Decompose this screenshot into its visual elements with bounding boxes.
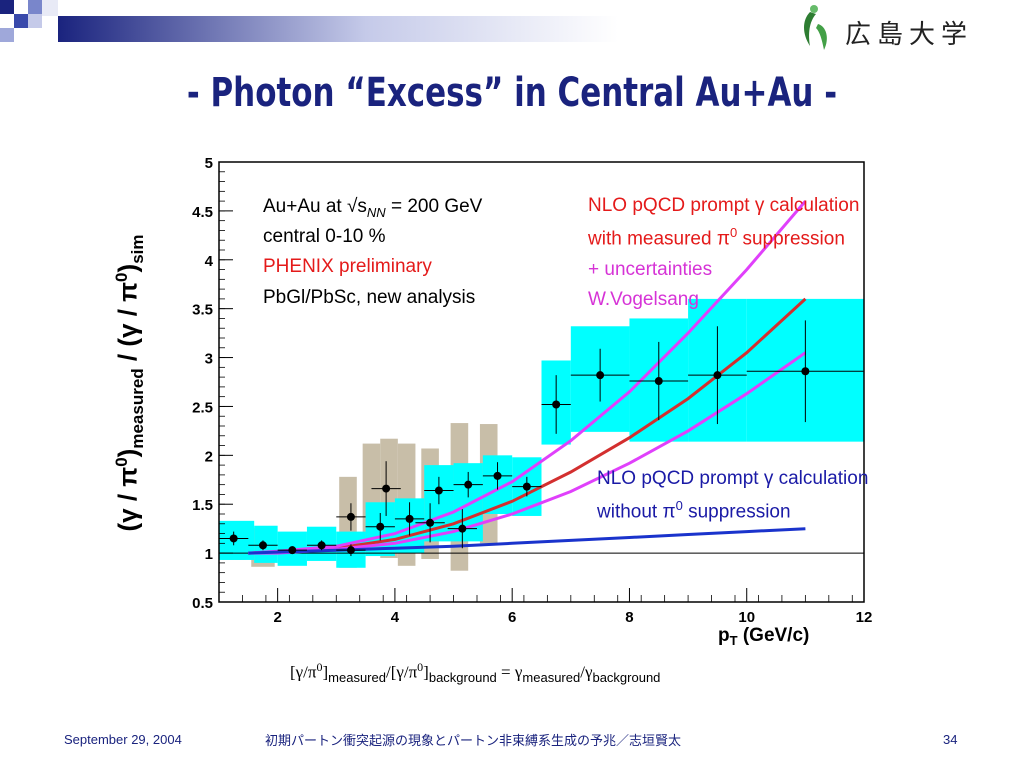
page-number: 34 <box>943 732 958 747</box>
author-label: W.Vogelsang <box>588 289 699 310</box>
data-point <box>346 546 355 555</box>
nlo-suppression-label: NLO pQCD prompt γ calculation <box>588 195 860 216</box>
y-tick-label: 3.5 <box>192 302 213 319</box>
x-tick-label: 8 <box>625 609 633 626</box>
deco-square <box>0 28 14 42</box>
footer-date: September 29, 2004 <box>64 732 182 747</box>
y-axis-label: (γ / π0)measured / (γ / π0)sim <box>112 234 147 532</box>
header-bar <box>58 16 618 42</box>
header-decoration <box>0 0 618 42</box>
deco-square <box>28 14 42 28</box>
data-point <box>258 541 267 550</box>
data-point <box>522 482 531 491</box>
hiroshima-university-logo <box>800 4 1000 54</box>
data-point <box>317 541 326 550</box>
ratio-formula: [γ/π0]measured/[γ/π0]background = γmeasu… <box>290 660 661 686</box>
logo-text: 広島大学 <box>845 20 974 50</box>
x-tick-label: 2 <box>273 609 281 626</box>
data-point <box>405 514 414 523</box>
data-point <box>801 367 810 376</box>
data-point <box>458 524 467 533</box>
deco-square <box>42 0 58 16</box>
y-tick-label: 2 <box>205 448 213 465</box>
data-point <box>654 377 663 386</box>
deco-square <box>14 14 28 28</box>
curve-magenta-1 <box>248 200 807 555</box>
y-tick-label: 1 <box>205 546 213 563</box>
nlo-suppression-label-2: with measured π0 suppression <box>588 225 845 250</box>
deco-square <box>28 0 42 14</box>
curve-blue-3 <box>248 527 806 555</box>
data-point <box>493 471 502 480</box>
y-tick-label: 1.5 <box>192 497 213 514</box>
footer-text: 初期パートン衝突起源の現象とパートン非束縛系生成の予兆／志垣賢太 <box>265 734 682 749</box>
x-axis-label: pT (GeV/c) <box>718 625 809 648</box>
data-points <box>219 320 864 557</box>
centrality-label: central 0-10 % <box>263 226 386 247</box>
deco-square <box>0 0 14 14</box>
x-tick-label: 6 <box>508 609 516 626</box>
y-axis-ticks: 0.5 1 1.5 2 2.5 3 3.5 4 4.5 5 <box>192 155 233 612</box>
data-point <box>382 484 391 493</box>
slide-title: - Photon “Excess” in Central Au+Au - <box>186 70 838 116</box>
data-point <box>713 371 722 380</box>
data-point <box>434 486 443 495</box>
analysis-label: PbGl/PbSc, new analysis <box>263 287 476 308</box>
x-tick-label: 10 <box>738 609 755 626</box>
data-point <box>426 518 435 527</box>
nlo-curves <box>248 200 807 555</box>
data-point <box>596 371 605 380</box>
nlo-no-suppression-label-2: without π0 suppression <box>597 498 791 523</box>
x-axis-ticks: 2 4 6 8 10 12 <box>218 588 873 626</box>
y-tick-label: 3 <box>205 351 213 368</box>
uncertainties-label: + uncertainties <box>588 259 713 280</box>
collision-label: Au+Au at √sNN = 200 GeV <box>263 196 483 220</box>
y-tick-label: 2.5 <box>192 399 213 416</box>
y-tick-label: 4.5 <box>192 204 213 221</box>
data-point <box>552 400 561 409</box>
y-tick-label: 5 <box>205 155 213 172</box>
preliminary-label: PHENIX preliminary <box>263 256 432 277</box>
y-tick-label: 4 <box>205 253 214 270</box>
nlo-no-suppression-label: NLO pQCD prompt γ calculation <box>597 468 869 489</box>
data-point <box>346 512 355 521</box>
data-point <box>288 546 297 555</box>
y-tick-label: 0.5 <box>192 595 213 612</box>
x-tick-label: 12 <box>856 609 873 626</box>
data-point <box>464 480 473 489</box>
data-point <box>376 522 385 531</box>
leaf-icon <box>804 5 827 50</box>
x-tick-label: 4 <box>391 609 400 626</box>
plot-frame <box>218 161 865 603</box>
data-point <box>229 534 238 543</box>
